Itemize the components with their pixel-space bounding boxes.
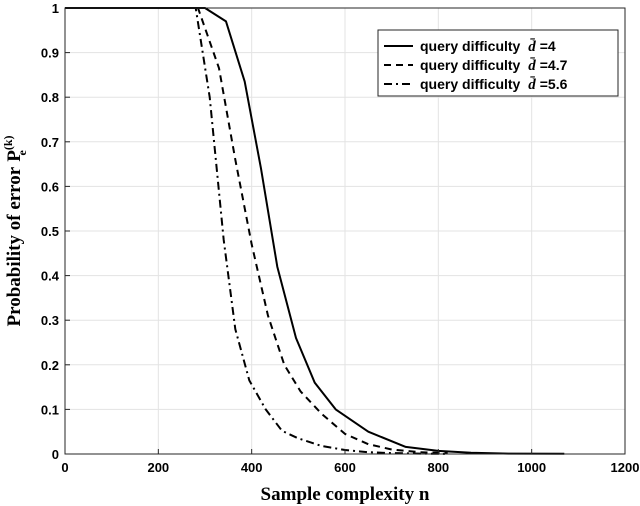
y-tick-label: 0.5 (41, 224, 59, 239)
x-tick-label: 800 (427, 460, 449, 475)
series-layer (65, 7, 565, 455)
y-tick-label: 0.6 (41, 179, 59, 194)
y-axis-label-superscript: (k) (1, 136, 15, 151)
y-tick-label: 0.8 (41, 90, 59, 105)
y-axis-label: Probability of error P(k)e (1, 136, 29, 327)
y-tick-label: 0.4 (41, 269, 60, 284)
series-line-1 (65, 7, 565, 455)
x-tick-label: 200 (147, 460, 169, 475)
legend-symbol: d̄ (528, 39, 536, 55)
x-axis-label: Sample complexity n (261, 484, 430, 505)
y-axis-label-symbol: P (4, 150, 25, 162)
y-axis-label-text: Probability of error (4, 166, 25, 326)
legend-prefix: query difficulty (420, 76, 524, 92)
y-axis-label-subscript: e (15, 150, 29, 156)
legend-series-name: =4 (540, 38, 556, 54)
legend-series-name: =5.6 (540, 76, 568, 92)
y-tick-label: 0.9 (41, 46, 59, 61)
legend-prefix: query difficulty (420, 57, 524, 73)
x-tick-label: 1200 (611, 460, 640, 475)
legend-label-2: query difficulty d̄ =4.7 (420, 57, 568, 74)
x-tick-label: 0 (61, 460, 68, 475)
legend-prefix: query difficulty (420, 38, 524, 54)
y-tick-label: 0 (52, 447, 59, 462)
x-tick-label: 400 (241, 460, 263, 475)
series-line-3 (65, 7, 448, 455)
y-tick-label: 1 (52, 1, 59, 16)
legend-series-name: =4.7 (540, 57, 568, 73)
y-tick-label: 0.2 (41, 358, 59, 373)
y-tick-label: 0.3 (41, 313, 59, 328)
legend-label-3: query difficulty d̄ =5.6 (420, 76, 568, 93)
y-tick-label: 0.7 (41, 135, 59, 150)
x-tick-label: 1000 (517, 460, 546, 475)
y-axis-label-group: Probability of error P(k)e (1, 136, 29, 327)
x-tick-label: 600 (334, 460, 356, 475)
axis-ticks: 0 200 400 600 800 1000 1200 0 0.1 0.2 0.3 0.4 0.5 0.6… (41, 1, 640, 475)
legend-box (377, 29, 619, 97)
legend-symbol: d̄ (528, 77, 536, 93)
series-line-2 (65, 7, 448, 455)
y-tick-label: 0.1 (41, 402, 59, 417)
legend-label-1: query difficulty d̄ =4 (420, 38, 556, 55)
legend-symbol: d̄ (528, 58, 536, 74)
